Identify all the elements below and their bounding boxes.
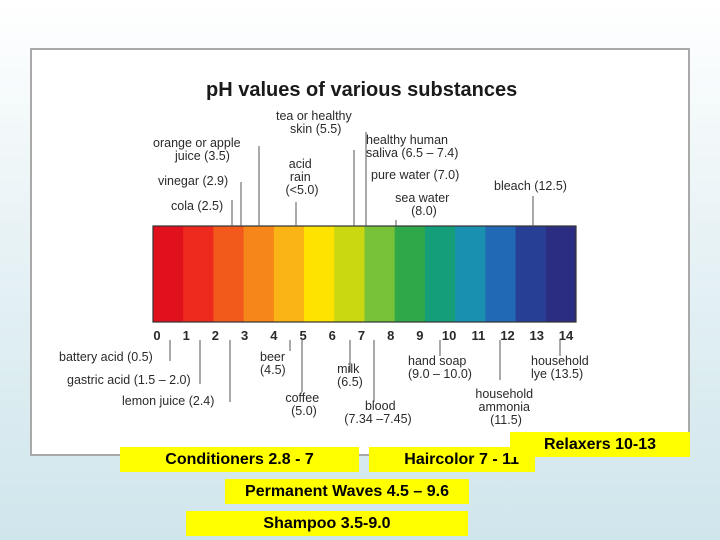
label-household-lye: household lye (13.5) [531,354,592,381]
label-vinegar: vinegar (2.9) [158,174,228,188]
ph-bar-segment [334,226,366,322]
ph-scale-number: 9 [416,328,423,343]
ph-bar-segment [515,226,547,322]
leader-lines-below [169,340,561,402]
ph-bar-segment [455,226,486,322]
label-blood: blood (7.34 –7.45) [344,399,411,426]
ph-scale-number: 4 [270,328,278,343]
ph-bar-segment [243,226,275,322]
ph-bar-segment [183,226,215,322]
ph-scale-number: 8 [387,328,394,343]
ph-bar-segment [153,226,184,322]
label-cola: cola (2.5) [171,199,223,213]
label-lemon-juice: lemon juice (2.4) [122,394,214,408]
ph-scale-number: 6 [329,328,336,343]
label-pure-water: pure water (7.0) [371,168,459,182]
label-household-ammonia: household ammonia (11.5) [475,387,536,427]
label-tea-skin: tea or healthy skin (5.5) [276,109,355,136]
ph-bar-border [152,225,577,323]
label-beer: beer (4.5) [260,350,289,377]
ph-scale-number: 13 [530,328,544,343]
leader-lines-above [231,132,534,226]
ph-scale-number: 2 [212,328,219,343]
ph-bar-segment [273,226,305,322]
conditioners-label: Conditioners 2.8 - 7 [120,447,359,472]
label-milk: milk (6.5) [337,362,363,389]
ph-scale-number: 12 [500,328,514,343]
label-gastric-acid: gastric acid (1.5 – 2.0) [67,373,191,387]
ph-bar-segment [394,226,426,322]
shampoo-label: Shampoo 3.5-9.0 [186,511,468,536]
label-acid-rain: acid rain (<5.0) [285,157,318,197]
relaxers-label: Relaxers 10-13 [510,432,690,457]
label-battery-acid: battery acid (0.5) [59,350,153,364]
ph-scale-number: 0 [153,328,160,343]
label-saliva: healthy human saliva (6.5 – 7.4) [366,133,458,160]
ph-scale-number: 3 [241,328,248,343]
diagram-title: pH values of various substances [206,79,517,101]
ph-scale-number: 7 [358,328,365,343]
label-coffee: coffee (5.0) [285,391,322,418]
ph-scale-number: 10 [442,328,456,343]
ph-bar-segment [213,226,245,322]
ph-bar-segment [304,226,335,322]
ph-scale-number: 11 [471,328,485,343]
permanent-waves-label: Permanent Waves 4.5 – 9.6 [225,479,469,504]
ph-scale-number: 1 [183,328,190,343]
ph-bar-segment [364,226,396,322]
label-bleach: bleach (12.5) [494,179,567,193]
label-sea-water: sea water (8.0) [395,191,453,218]
ph-bar-segment [545,226,576,322]
label-orange-juice: orange or apple juice (3.5) [153,136,244,163]
ph-bar-segment [424,226,456,322]
ph-bar-segment [485,226,517,322]
label-hand-soap: hand soap (9.0 – 10.0) [408,354,472,381]
haircolor-label: Haircolor 7 - 11 [369,447,535,472]
ph-scale-number: 5 [299,328,306,343]
ph-scale-number: 14 [559,328,574,343]
